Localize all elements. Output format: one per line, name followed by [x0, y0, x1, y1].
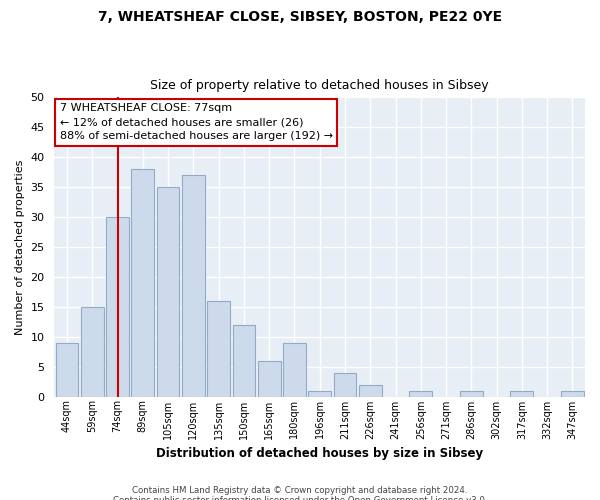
- Bar: [334, 372, 356, 396]
- Bar: [258, 360, 281, 396]
- Bar: [233, 324, 255, 396]
- Bar: [460, 390, 482, 396]
- Bar: [409, 390, 432, 396]
- Bar: [131, 169, 154, 396]
- Bar: [182, 175, 205, 396]
- Bar: [359, 384, 382, 396]
- Text: Contains HM Land Registry data © Crown copyright and database right 2024.: Contains HM Land Registry data © Crown c…: [132, 486, 468, 495]
- Text: 7 WHEATSHEAF CLOSE: 77sqm
← 12% of detached houses are smaller (26)
88% of semi-: 7 WHEATSHEAF CLOSE: 77sqm ← 12% of detac…: [60, 104, 333, 142]
- Bar: [308, 390, 331, 396]
- Bar: [561, 390, 584, 396]
- Bar: [511, 390, 533, 396]
- Bar: [81, 307, 104, 396]
- Bar: [106, 217, 129, 396]
- Text: 7, WHEATSHEAF CLOSE, SIBSEY, BOSTON, PE22 0YE: 7, WHEATSHEAF CLOSE, SIBSEY, BOSTON, PE2…: [98, 10, 502, 24]
- X-axis label: Distribution of detached houses by size in Sibsey: Distribution of detached houses by size …: [156, 447, 483, 460]
- Bar: [157, 187, 179, 396]
- Text: Contains public sector information licensed under the Open Government Licence v3: Contains public sector information licen…: [113, 496, 487, 500]
- Title: Size of property relative to detached houses in Sibsey: Size of property relative to detached ho…: [151, 79, 489, 92]
- Bar: [56, 342, 79, 396]
- Y-axis label: Number of detached properties: Number of detached properties: [15, 159, 25, 334]
- Bar: [207, 301, 230, 396]
- Bar: [283, 342, 306, 396]
